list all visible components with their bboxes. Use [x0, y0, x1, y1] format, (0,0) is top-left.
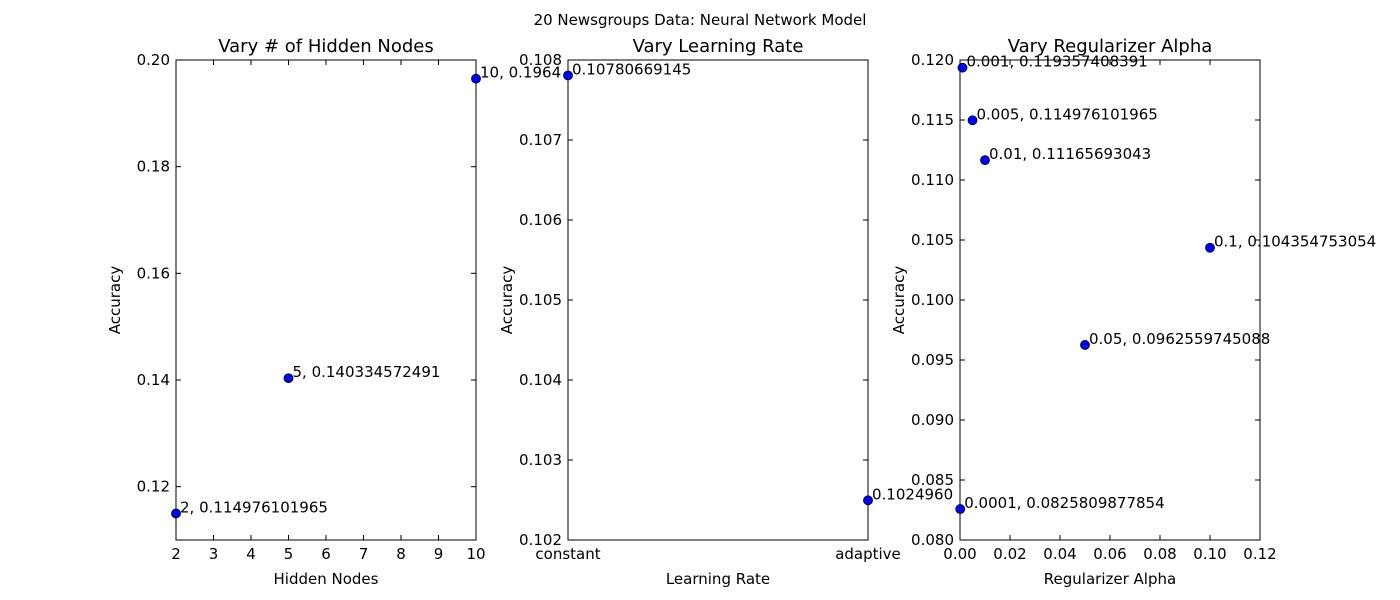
point-annotation: 0.1024960 [872, 485, 953, 503]
figure-title: 20 Newsgroups Data: Neural Network Model [534, 11, 867, 29]
point-annotation: 0.1, 0.104354753054 [1214, 233, 1376, 251]
data-point [563, 70, 573, 81]
x-tick-label: 6 [321, 545, 331, 563]
x-tick-label: 0.06 [1093, 545, 1126, 563]
data-point [1205, 242, 1215, 253]
y-tick-label: 0.085 [911, 471, 954, 489]
plot-frame [567, 59, 869, 541]
y-tick-label: 0.095 [911, 351, 954, 369]
y-tick-label: 0.20 [137, 51, 170, 69]
x-tick-label: 0.08 [1143, 545, 1176, 563]
point-annotation: 2, 0.114976101965 [180, 498, 328, 516]
chart-panel-3: Vary Regularizer Alpha 0.080 0.085 0.090 0.0… [890, 36, 1376, 588]
chart-title: Vary Regularizer Alpha [1008, 36, 1213, 57]
data-point [471, 73, 481, 84]
data-point [957, 62, 968, 73]
point-annotation: 0.0001, 0.0825809877854 [964, 494, 1164, 512]
y-tick-label: 0.107 [519, 131, 562, 149]
point-annotation: 0.05, 0.0962559745088 [1089, 330, 1270, 348]
data-point [980, 155, 990, 166]
x-tick-label: 3 [209, 545, 219, 563]
y-tick-label: 0.090 [911, 411, 954, 429]
y-tick-label: 0.16 [137, 264, 170, 282]
point-annotation: 5, 0.140334572491 [293, 363, 441, 381]
x-tick-label: 5 [284, 545, 294, 563]
data-point [863, 495, 873, 506]
y-tick-label: 0.14 [137, 371, 170, 389]
point-annotation: 10, 0.1964 [480, 64, 561, 82]
x-tick-label: 0.04 [1043, 545, 1076, 563]
chart-panels: Vary # of Hidden Nodes 0.12 0.14 0.16 0.18 0.… [106, 36, 1376, 588]
y-tick-label: 0.105 [519, 291, 562, 309]
x-tick-label: 0.10 [1193, 545, 1226, 563]
x-tick-label: adaptive [835, 545, 901, 563]
y-tick-label: 0.105 [911, 231, 954, 249]
x-tick-label: 2 [171, 545, 181, 563]
x-tick-label: 0.00 [943, 545, 976, 563]
x-tick-label: 10 [466, 545, 485, 563]
point-annotation: 0.001, 0.119357408391 [967, 53, 1148, 71]
data-point [1080, 340, 1090, 350]
point-annotation: 0.10780669145 [572, 60, 691, 78]
chart-panel-1: Vary # of Hidden Nodes 0.12 0.14 0.16 0.18 0.… [106, 36, 561, 588]
point-annotation: 0.005, 0.114976101965 [977, 105, 1158, 123]
data-point [967, 115, 978, 126]
x-tick-label: constant [535, 545, 600, 563]
y-tick-label: 0.12 [137, 478, 170, 496]
x-tick-label: 7 [359, 545, 369, 563]
y-tick-label: 0.110 [911, 171, 954, 189]
y-tick-label: 0.102 [519, 531, 562, 549]
x-axis-label: Hidden Nodes [274, 570, 379, 588]
chart-title: Vary # of Hidden Nodes [218, 36, 434, 57]
data-point [955, 504, 966, 514]
y-tick-label: 0.115 [911, 111, 954, 129]
x-tick-label: 4 [246, 545, 256, 563]
y-tick-label: 0.120 [911, 51, 954, 69]
y-axis-label: Accuracy [890, 266, 908, 335]
x-axis-label: Learning Rate [666, 570, 770, 588]
x-tick-label: 8 [396, 545, 406, 563]
y-tick-label: 0.080 [911, 531, 954, 549]
plot-frame [175, 59, 477, 541]
data-point [283, 373, 294, 384]
x-axis-label: Regularizer Alpha [1044, 570, 1176, 588]
y-tick-label: 0.108 [519, 51, 562, 69]
y-tick-label: 0.103 [519, 451, 562, 469]
data-point [171, 508, 181, 519]
y-axis-label: Accuracy [498, 266, 516, 335]
y-tick-label: 0.18 [137, 158, 170, 176]
x-tick-label: 0.02 [993, 545, 1026, 563]
y-tick-label: 0.100 [911, 291, 954, 309]
chart-title: Vary Learning Rate [633, 36, 804, 57]
point-annotation: 0.01, 0.11165693043 [989, 145, 1151, 163]
x-tick-label: 0.12 [1243, 545, 1276, 563]
plot-frame [959, 59, 1261, 541]
y-tick-label: 0.106 [519, 211, 562, 229]
y-tick-label: 0.104 [519, 371, 562, 389]
y-axis-label: Accuracy [106, 266, 124, 335]
x-tick-label: 9 [434, 545, 444, 563]
chart-panel-2: Vary Learning Rate 0.102 0.103 0.104 0.105 0.… [498, 36, 953, 588]
